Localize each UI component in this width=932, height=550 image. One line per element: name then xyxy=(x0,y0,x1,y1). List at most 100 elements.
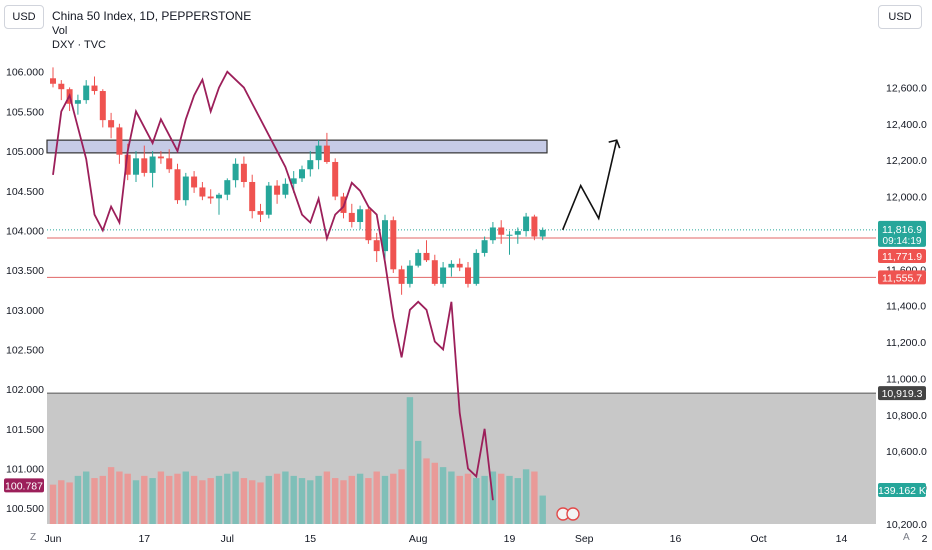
chart-title: China 50 Index, 1D, PEPPERSTONE xyxy=(52,9,252,23)
right-axis-tick: 12,600.0 xyxy=(886,82,927,94)
volume-bar xyxy=(415,440,422,524)
candle-body xyxy=(448,263,455,268)
level-badge-text: 11,555.7 xyxy=(882,272,922,284)
candle-body xyxy=(240,163,247,182)
candle-body xyxy=(257,211,264,215)
volume-bar xyxy=(531,471,538,524)
candle-body xyxy=(323,145,330,162)
current-price-badge xyxy=(878,220,926,247)
volume-bar xyxy=(323,471,331,524)
candle-body xyxy=(116,127,123,155)
candle-body xyxy=(191,176,198,188)
level-badge-bg xyxy=(878,270,926,285)
volume-bar xyxy=(249,480,256,524)
left-axis-tick: 103.500 xyxy=(6,265,44,277)
candle-body xyxy=(357,209,364,223)
volume-bar xyxy=(406,397,414,524)
volume-bar xyxy=(166,475,173,524)
volume-bar xyxy=(182,471,189,524)
candle-body xyxy=(315,145,322,161)
projection-path xyxy=(561,139,618,231)
candle-body xyxy=(99,91,106,121)
volume-bar xyxy=(348,475,355,524)
candle-body xyxy=(232,163,239,181)
volume-bar xyxy=(190,475,198,524)
candle-body xyxy=(299,169,305,179)
left-currency-button[interactable]: USD xyxy=(4,5,44,29)
candle-body xyxy=(440,267,447,284)
auto-scale-label[interactable]: A xyxy=(903,532,910,543)
volume-bar xyxy=(398,469,405,524)
volume-bar xyxy=(83,471,90,524)
volume-bar xyxy=(49,484,57,524)
volume-bar xyxy=(91,478,98,524)
candle-body xyxy=(373,240,380,252)
left-axis-tick: 101.500 xyxy=(6,424,44,436)
volume-top-badge-text: 10,919.3 xyxy=(882,388,923,400)
volume-bar xyxy=(332,478,339,524)
zoom-corner-label[interactable]: Z xyxy=(30,532,37,543)
candle-body xyxy=(489,227,496,241)
volume-bar xyxy=(199,480,206,524)
candle-body xyxy=(199,187,206,197)
candle-body xyxy=(174,169,181,201)
candle-body xyxy=(149,156,156,173)
x-axis-tick: 15 xyxy=(304,533,316,545)
candle-body xyxy=(406,265,413,284)
level-badge-bg xyxy=(878,249,926,264)
countdown-text: 09:14:19 xyxy=(883,236,922,247)
candle-body xyxy=(473,252,480,284)
volume-bar xyxy=(456,475,463,524)
level-badge-text: 11,771.9 xyxy=(882,251,922,263)
left-axis-tick: 102.500 xyxy=(6,344,44,356)
candle-body xyxy=(423,252,430,261)
volume-value-badge: 139.162 K xyxy=(878,483,926,497)
candle-body xyxy=(523,216,530,232)
volume-bar xyxy=(464,473,472,524)
left-axis-tick: 106.000 xyxy=(6,67,44,79)
candle-body xyxy=(282,183,289,195)
left-axis-tick: 102.000 xyxy=(6,384,44,396)
volume-bar xyxy=(174,473,181,524)
volume-bar xyxy=(124,473,131,524)
right-currency-button[interactable]: USD xyxy=(878,5,922,29)
projection-arrowhead xyxy=(608,139,621,149)
volume-bar xyxy=(149,478,156,524)
volume-bar xyxy=(448,471,455,524)
candle-body xyxy=(498,227,505,235)
x-axis-tick: 2 xyxy=(922,533,928,545)
candle-body xyxy=(415,252,422,266)
right-axis-tick: 12,400.0 xyxy=(886,119,927,131)
candle-body xyxy=(382,220,388,252)
volume-bar xyxy=(298,478,306,524)
x-axis-tick: Oct xyxy=(750,533,766,545)
volume-bar xyxy=(481,475,488,524)
x-axis-tick: 19 xyxy=(504,533,516,545)
us-event-icon xyxy=(566,507,580,521)
x-axis-tick: Jun xyxy=(45,533,62,545)
candle-body xyxy=(307,160,314,170)
volume-top-badge: 10,919.3 xyxy=(878,386,926,401)
dxy-value-badge xyxy=(4,478,44,493)
volume-legend: Vol xyxy=(52,25,68,37)
x-axis-tick: Jul xyxy=(221,533,234,545)
candle-body xyxy=(216,194,222,199)
right-axis-tick: 12,200.0 xyxy=(886,155,927,167)
volume-bar xyxy=(315,475,322,524)
candle-body xyxy=(332,161,339,197)
volume-bar xyxy=(539,495,546,524)
volume-bar xyxy=(107,467,115,524)
x-axis-tick: Aug xyxy=(409,533,428,545)
left-axis-tick: 103.000 xyxy=(6,305,44,317)
volume-bar xyxy=(207,478,214,524)
volume-bar xyxy=(232,471,239,524)
volume-bar xyxy=(74,475,82,524)
candle-body xyxy=(224,180,231,195)
right-axis-tick: 12,000.0 xyxy=(886,192,927,204)
x-axis-tick: 17 xyxy=(138,533,150,545)
candle-body xyxy=(265,185,272,215)
candle-body xyxy=(58,83,65,90)
volume-bar xyxy=(224,473,231,524)
candle-body xyxy=(207,196,214,199)
